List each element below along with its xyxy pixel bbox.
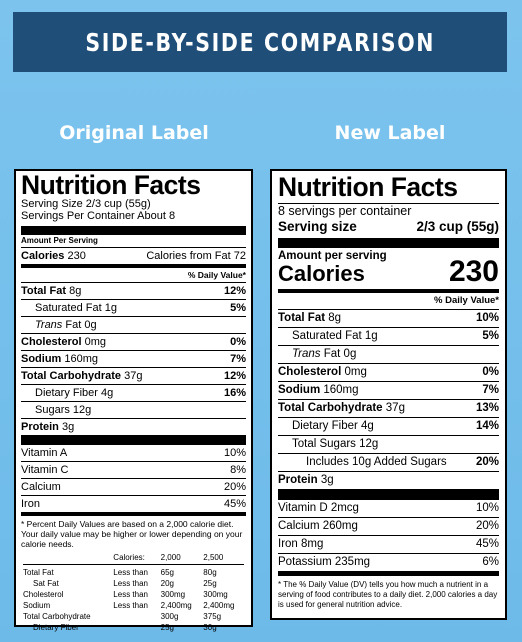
new-servings-per-container: 8 servings per container bbox=[278, 204, 412, 218]
original-calories-row: Calories 230 Calories from Fat 72 bbox=[21, 247, 246, 264]
divider bbox=[278, 489, 499, 500]
original-amount-per-serving: Amount Per Serving bbox=[21, 236, 98, 245]
original-nutrient-row: Sodium 160mg 7% bbox=[21, 350, 246, 367]
original-nutrient-row: Saturated Fat 1g 5% bbox=[21, 299, 246, 316]
original-nutrient-row: Total Carbohydrate 37g 12% bbox=[21, 367, 246, 384]
banner-title: SIDE-BY-SIDE COMPARISON bbox=[85, 27, 435, 57]
original-nutrient-row: Trans Fat 0g bbox=[21, 316, 246, 333]
original-nutrient-row: Dietary Fiber 4g 16% bbox=[21, 384, 246, 401]
divider bbox=[21, 226, 246, 235]
new-nutrition-label: Nutrition Facts 8 servings per container… bbox=[270, 169, 507, 620]
new-amount-per-serving: Amount per serving bbox=[278, 250, 387, 262]
original-nutrition-label: Nutrition Facts Serving Size 2/3 cup (55… bbox=[14, 169, 253, 632]
divider bbox=[21, 435, 246, 445]
divider bbox=[278, 238, 499, 248]
original-vitamin-row: Vitamin C 8% bbox=[21, 461, 246, 478]
original-footnote-table: Calories: 2,000 2,500 Total Fat Less than… bbox=[21, 551, 246, 634]
new-nutrient-row: Trans Fat 0g bbox=[278, 345, 499, 363]
new-calories-row: Calories 230 bbox=[278, 255, 499, 288]
original-nutrient-row: Cholesterol 0mg 0% bbox=[21, 333, 246, 350]
divider bbox=[278, 571, 499, 576]
original-vitamin-row: Calcium 20% bbox=[21, 478, 246, 495]
original-serving-size: Serving Size 2/3 cup (55g) bbox=[21, 198, 151, 210]
original-nutrient-row: Total Fat 8g 12% bbox=[21, 282, 246, 299]
new-title: Nutrition Facts bbox=[278, 172, 458, 202]
new-serving-size-row: Serving size 2/3 cup (55g) bbox=[278, 219, 499, 234]
new-nutrient-row: Cholesterol 0mg 0% bbox=[278, 363, 499, 381]
new-nutrient-row: Total Sugars 12g bbox=[278, 435, 499, 453]
new-nutrient-row: Saturated Fat 1g 5% bbox=[278, 327, 499, 345]
new-vitamin-row: Calcium 260mg 20% bbox=[278, 517, 499, 535]
original-footnote: * Percent Daily Values are based on a 2,… bbox=[21, 519, 243, 549]
original-servings-per-container: Servings Per Container About 8 bbox=[21, 210, 176, 222]
new-footnote: * The % Daily Value (DV) tells you how m… bbox=[278, 580, 498, 609]
original-vitamin-row: Vitamin A 10% bbox=[21, 447, 246, 459]
new-nutrient-row: Sodium 160mg 7% bbox=[278, 381, 499, 399]
original-dv-header: % Daily Value* bbox=[187, 270, 246, 280]
new-nutrient-row: Total Fat 8g 10% bbox=[278, 309, 499, 327]
original-label-heading: Original Label bbox=[59, 122, 209, 144]
new-vitamin-row: Potassium 235mg 6% bbox=[278, 553, 499, 571]
new-nutrient-row: Dietary Fiber 4g 14% bbox=[278, 417, 499, 435]
new-vitamin-row: Vitamin D 2mcg 10% bbox=[278, 502, 499, 514]
divider bbox=[21, 264, 246, 268]
new-label-heading: New Label bbox=[334, 122, 446, 144]
banner: SIDE-BY-SIDE COMPARISON bbox=[13, 12, 507, 72]
original-nutrient-row: Protein 3g bbox=[21, 418, 246, 435]
original-nutrient-row: Sugars 12g bbox=[21, 401, 246, 418]
original-vitamin-row: Iron 45% bbox=[21, 495, 246, 512]
original-title: Nutrition Facts bbox=[21, 170, 201, 200]
divider bbox=[21, 512, 246, 516]
new-vitamin-row: Iron 8mg 45% bbox=[278, 535, 499, 553]
new-nutrient-row: Includes 10g Added Sugars 20% bbox=[278, 453, 499, 471]
divider bbox=[278, 289, 499, 293]
new-nutrient-row: Total Carbohydrate 37g 13% bbox=[278, 399, 499, 417]
new-nutrient-row: Protein 3g bbox=[278, 471, 499, 489]
new-dv-header: % Daily Value* bbox=[434, 295, 499, 306]
